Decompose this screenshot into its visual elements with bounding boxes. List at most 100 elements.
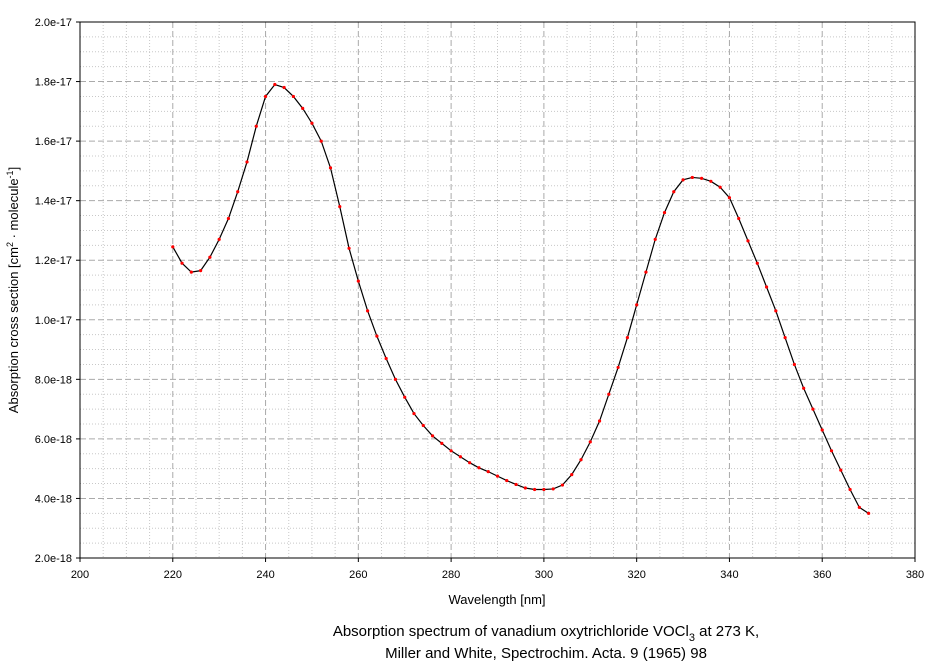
data-point — [792, 362, 796, 367]
data-point — [477, 466, 481, 470]
data-point — [867, 511, 871, 515]
x-tick-label: 260 — [349, 569, 367, 581]
y-tick-label: 1.2e-17 — [35, 255, 72, 267]
data-point — [635, 303, 639, 307]
x-tick-label: 340 — [720, 569, 738, 581]
data-point — [430, 434, 435, 438]
data-point — [839, 468, 843, 472]
data-point — [802, 386, 806, 390]
data-point — [764, 285, 769, 289]
data-point — [384, 356, 388, 361]
data-point — [597, 419, 602, 423]
data-point — [421, 423, 425, 428]
y-tick-label: 1.8e-17 — [35, 77, 72, 89]
data-line — [172, 83, 869, 514]
data-point — [644, 270, 648, 274]
data-point — [681, 178, 685, 182]
data-point — [709, 179, 713, 183]
data-point — [588, 440, 592, 444]
y-tick-label: 2.0e-18 — [35, 553, 72, 565]
data-point — [468, 461, 472, 465]
chart-subtitle: Miller and White, Spectrochim. Acta. 9 (… — [385, 645, 707, 662]
x-axis-label: Wavelength [nm] — [448, 592, 545, 607]
data-point — [338, 205, 342, 209]
data-point — [458, 455, 462, 459]
data-point — [579, 458, 583, 462]
data-point — [403, 395, 407, 399]
data-point — [366, 309, 370, 313]
data-point — [217, 237, 221, 241]
data-point — [811, 407, 815, 411]
x-tick-label: 360 — [813, 569, 831, 581]
y-tick-label: 1.0e-17 — [35, 315, 72, 327]
data-point — [857, 505, 861, 509]
data-point — [718, 185, 722, 189]
x-tick-label: 320 — [627, 569, 645, 581]
data-point — [774, 309, 778, 313]
data-point — [737, 216, 741, 221]
data-point — [551, 487, 555, 491]
title-sub: 3 — [689, 632, 695, 644]
data-point — [514, 482, 518, 487]
data-point — [672, 190, 676, 194]
data-point — [328, 166, 333, 170]
y-tick-label: 2.0e-17 — [35, 17, 72, 29]
data-point — [393, 377, 398, 381]
data-point — [356, 279, 360, 283]
data-point — [570, 473, 574, 477]
plot-frame — [79, 21, 916, 559]
chart-title: Absorption spectrum of vanadium oxytrich… — [333, 623, 759, 644]
data-point — [755, 261, 759, 265]
data-point — [226, 216, 231, 221]
y-axis-label-sup: 2 — [5, 242, 15, 247]
x-tick-label: 280 — [442, 569, 460, 581]
title-part: at 273 K, — [695, 623, 759, 640]
data-point — [291, 94, 295, 99]
data-point — [783, 336, 787, 340]
data-point — [189, 270, 193, 274]
data-point — [690, 175, 694, 180]
data-point — [746, 239, 750, 243]
data-point — [254, 124, 258, 128]
data-point — [273, 82, 277, 87]
data-point — [282, 85, 286, 90]
data-point — [263, 94, 268, 99]
y-axis-label-sup: -1 — [5, 170, 15, 178]
data-point — [662, 210, 667, 215]
data-point — [171, 245, 175, 249]
data-point — [199, 269, 203, 273]
data-point — [616, 365, 620, 370]
x-tick-label: 300 — [535, 569, 553, 581]
y-axis-label-part: Absorption cross section [cm — [6, 247, 21, 413]
data-point — [180, 261, 184, 265]
y-tick-label: 1.6e-17 — [35, 136, 72, 148]
x-tick-label: 240 — [256, 569, 274, 581]
data-point — [245, 160, 249, 164]
data-point — [523, 486, 527, 490]
y-axis-label-part: · molecule — [6, 178, 21, 242]
data-point — [625, 336, 629, 340]
grid — [79, 21, 916, 559]
y-axis-label: Absorption cross section [cm2 · molecule… — [5, 167, 21, 413]
data-point — [440, 441, 444, 445]
data-point — [542, 487, 546, 492]
x-tick-label: 200 — [71, 569, 89, 581]
data-point — [700, 176, 704, 180]
data-point — [412, 411, 416, 416]
data-point — [505, 478, 509, 483]
data-point — [486, 470, 490, 474]
data-point — [347, 246, 351, 250]
data-point — [208, 255, 212, 259]
data-point — [236, 190, 240, 194]
y-tick-label: 6.0e-18 — [35, 434, 72, 446]
data-point — [848, 487, 852, 492]
data-point — [449, 449, 453, 453]
data-point — [560, 483, 565, 487]
data-point — [310, 121, 314, 125]
data-point — [820, 428, 824, 432]
data-point — [829, 449, 834, 453]
y-axis-label-part: ] — [6, 167, 21, 171]
data-point — [319, 139, 323, 143]
